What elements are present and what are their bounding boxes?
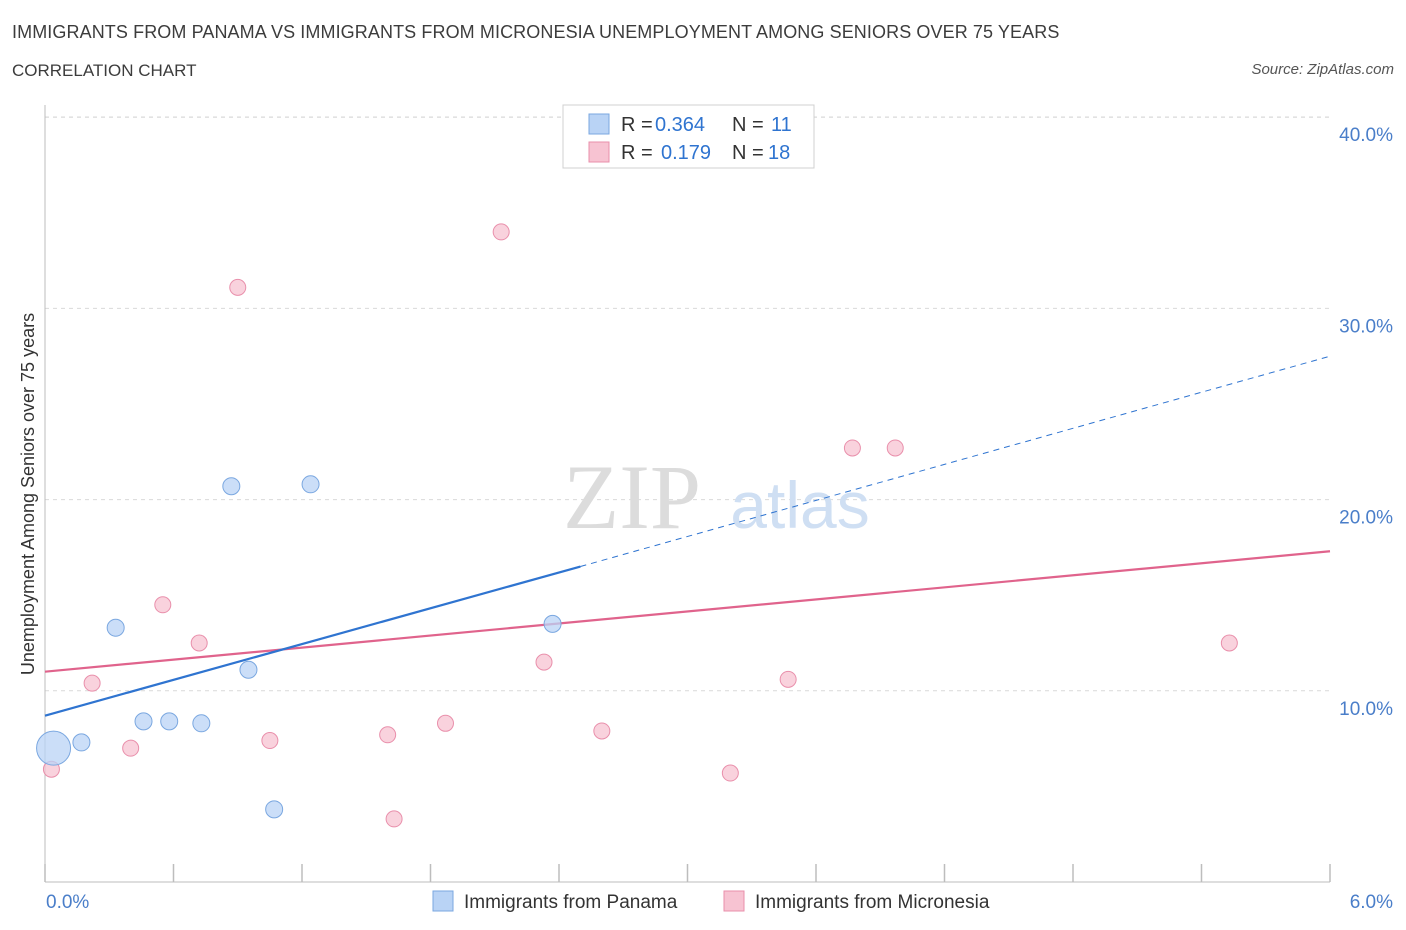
legend-micronesia-r-value: 0.179 [661, 142, 711, 164]
x-tick-labels: 0.0% 6.0% [46, 892, 1393, 913]
bottom-legend-panama-label: Immigrants from Panama [464, 892, 678, 913]
panama-point-3 [134, 712, 153, 731]
micronesia-point-7 [379, 726, 397, 744]
legend-panama-r-label: R = [621, 114, 653, 136]
watermark-zip: ZIP [563, 446, 701, 548]
bottom-legend-micronesia-label: Immigrants from Micronesia [755, 892, 990, 913]
micronesia-point-3 [154, 596, 172, 614]
panama-trend-extension [580, 355, 1331, 568]
micronesia-point-8 [385, 810, 403, 828]
axes [44, 105, 1331, 883]
panama-point-2 [106, 618, 125, 637]
micronesia-point-10 [492, 223, 510, 241]
legend: R = 0.364 N = 11 R = 0.179 N = 18 [562, 104, 815, 169]
micronesia-point-15 [843, 439, 861, 457]
source-label: Source: ZipAtlas.com [1251, 61, 1394, 78]
legend-panama-r-value: 0.364 [655, 114, 705, 136]
chart-title: IMMIGRANTS FROM PANAMA VS IMMIGRANTS FRO… [12, 22, 1060, 42]
chart-subtitle: CORRELATION CHART [12, 61, 197, 80]
watermark-atlas: atlas [730, 468, 869, 542]
x-tick-label-min: 0.0% [46, 892, 89, 913]
y-axis-title: Unemployment Among Seniors over 75 years [18, 313, 38, 675]
micronesia-point-14 [779, 670, 797, 688]
y-tick-labels: 10.0% 20.0% 30.0% 40.0% [1339, 125, 1393, 720]
x-tick-label-max: 6.0% [1350, 892, 1393, 913]
y-tick-label-20: 20.0% [1339, 508, 1393, 529]
y-tick-label-30: 30.0% [1339, 316, 1393, 337]
panama-point-7 [239, 660, 258, 679]
y-tick-label-40: 40.0% [1339, 125, 1393, 146]
watermark: ZIP atlas [563, 446, 870, 548]
micronesia-point-5 [229, 278, 247, 296]
micronesia-point-1 [83, 674, 101, 692]
micronesia-point-9 [436, 714, 454, 732]
micronesia-point-2 [122, 739, 140, 757]
micronesia-point-17 [1220, 634, 1238, 652]
legend-panama-swatch [588, 113, 610, 135]
micronesia-point-6 [261, 732, 279, 750]
legend-micronesia-n-value: 18 [768, 142, 790, 164]
micronesia-point-11 [535, 653, 553, 671]
micronesia-point-13 [721, 764, 739, 782]
legend-panama-n-value: 11 [771, 114, 792, 136]
panama-point-4 [160, 712, 179, 731]
data-points [36, 223, 1238, 828]
micronesia-point-4 [190, 634, 208, 652]
micronesia-point-16 [886, 439, 904, 457]
legend-micronesia-swatch [588, 141, 610, 163]
panama-point-10 [543, 614, 562, 633]
micronesia-point-12 [593, 722, 611, 740]
grid-lines [45, 116, 1330, 692]
bottom-legend: Immigrants from Panama Immigrants from M… [432, 890, 990, 913]
micronesia-trend-line [44, 550, 1331, 673]
bottom-legend-panama-swatch [432, 890, 454, 912]
legend-micronesia-n-label: N = [732, 142, 764, 164]
legend-panama-n-label: N = [732, 114, 764, 136]
panama-point-5 [192, 714, 211, 733]
y-tick-label-10: 10.0% [1339, 699, 1393, 720]
panama-point-0 [36, 730, 72, 766]
panama-trend-line [44, 565, 581, 717]
panama-point-1 [72, 733, 91, 752]
panama-point-9 [301, 475, 320, 494]
panama-point-8 [265, 800, 284, 819]
panama-point-6 [222, 477, 241, 496]
bottom-legend-micronesia-swatch [723, 890, 745, 912]
legend-micronesia-r-label: R = [621, 142, 653, 164]
trend-lines [44, 355, 1331, 717]
